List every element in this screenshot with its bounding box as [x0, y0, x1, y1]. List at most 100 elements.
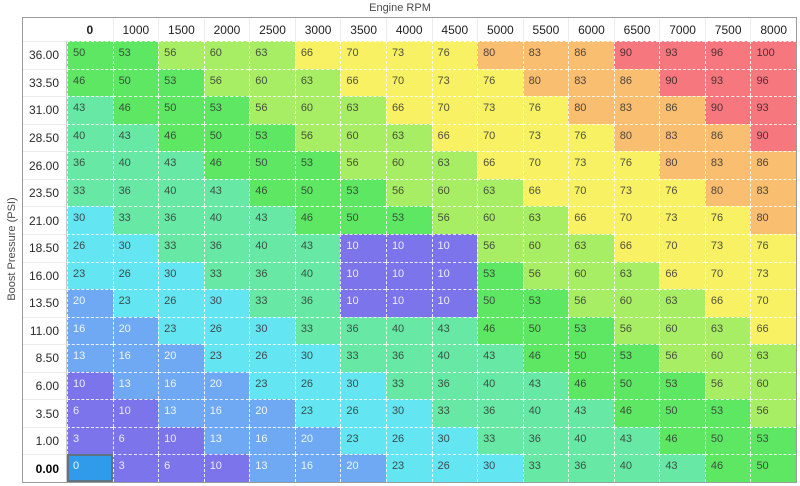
row-header-16.00[interactable]: 16.00 — [23, 261, 67, 290]
table-cell[interactable]: 63 — [249, 41, 295, 69]
table-cell[interactable]: 33 — [340, 344, 386, 372]
table-cell[interactable]: 63 — [385, 123, 432, 152]
row-header-8.50[interactable]: 8.50 — [23, 344, 67, 372]
table-cell[interactable]: 66 — [750, 316, 796, 345]
table-cell[interactable]: 60 — [522, 233, 569, 262]
table-cell[interactable]: 20 — [112, 316, 159, 345]
table-cell[interactable]: 86 — [613, 68, 660, 97]
table-cell[interactable]: 86 — [750, 151, 796, 179]
table-cell[interactable]: 53 — [294, 151, 341, 179]
table-cell[interactable]: 33 — [249, 289, 295, 317]
table-cell[interactable]: 76 — [431, 41, 478, 69]
table-cell[interactable]: 63 — [522, 206, 569, 234]
table-cell[interactable]: 53 — [568, 316, 614, 345]
table-cell[interactable]: 63 — [340, 96, 386, 124]
table-cell[interactable]: 50 — [477, 289, 523, 317]
table-cell[interactable]: 70 — [750, 289, 796, 317]
table-cell[interactable]: 20 — [158, 344, 204, 372]
table-cell[interactable]: 40 — [522, 399, 569, 427]
col-header-2000[interactable]: 2000 — [203, 18, 250, 41]
table-cell[interactable]: 16 — [67, 316, 113, 345]
table-cell[interactable]: 30 — [112, 233, 159, 262]
table-cell[interactable]: 80 — [750, 206, 796, 234]
table-cell[interactable]: 93 — [659, 41, 705, 69]
row-header-3.50[interactable]: 3.50 — [23, 399, 67, 427]
table-cell[interactable]: 40 — [67, 123, 113, 152]
col-header-7500[interactable]: 7500 — [704, 18, 751, 41]
table-cell[interactable]: 46 — [112, 96, 159, 124]
table-cell[interactable]: 90 — [750, 123, 796, 152]
table-cell[interactable]: 96 — [750, 68, 796, 97]
table-cell[interactable]: 56 — [340, 151, 386, 179]
table-cell[interactable]: 73 — [704, 233, 751, 262]
table-cell[interactable]: 13 — [249, 454, 295, 482]
table-cell[interactable]: 66 — [477, 151, 523, 179]
table-cell[interactable]: 66 — [431, 123, 478, 152]
table-cell[interactable]: 26 — [203, 316, 250, 345]
table-cell[interactable]: 66 — [568, 206, 614, 234]
col-header-7000[interactable]: 7000 — [659, 18, 705, 41]
table-cell[interactable]: 40 — [249, 233, 295, 262]
table-cell[interactable]: 36 — [67, 151, 113, 179]
table-cell[interactable]: 20 — [340, 454, 386, 482]
table-cell[interactable]: 56 — [750, 399, 796, 427]
table-cell[interactable]: 96 — [704, 41, 751, 69]
table-cell[interactable]: 73 — [385, 41, 432, 69]
table-cell[interactable]: 50 — [522, 316, 569, 345]
table-cell[interactable]: 63 — [659, 289, 705, 317]
table-cell[interactable]: 46 — [249, 178, 295, 207]
col-header-3000[interactable]: 3000 — [294, 18, 341, 41]
table-cell[interactable]: 46 — [294, 206, 341, 234]
table-cell[interactable]: 23 — [249, 371, 295, 400]
table-cell[interactable]: 56 — [203, 68, 250, 97]
table-cell[interactable]: 43 — [158, 151, 204, 179]
row-header-23.50[interactable]: 23.50 — [23, 178, 67, 207]
table-cell[interactable]: 33 — [67, 178, 113, 207]
table-cell[interactable]: 20 — [67, 289, 113, 317]
col-header-1000[interactable]: 1000 — [112, 18, 159, 41]
table-cell[interactable]: 30 — [477, 454, 523, 482]
table-cell[interactable]: 16 — [249, 426, 295, 455]
table-cell[interactable]: 66 — [294, 41, 341, 69]
table-cell[interactable]: 26 — [112, 261, 159, 290]
table-cell[interactable]: 40 — [203, 206, 250, 234]
table-cell[interactable]: 36 — [203, 233, 250, 262]
table-cell[interactable]: 73 — [750, 261, 796, 290]
table-cell[interactable]: 86 — [659, 96, 705, 124]
table-cell[interactable]: 83 — [659, 123, 705, 152]
table-cell[interactable]: 70 — [568, 178, 614, 207]
table-cell[interactable]: 23 — [158, 316, 204, 345]
col-header-6500[interactable]: 6500 — [613, 18, 660, 41]
table-cell[interactable]: 6 — [158, 454, 204, 482]
table-cell[interactable]: 33 — [522, 454, 569, 482]
table-cell[interactable]: 10 — [431, 289, 478, 317]
table-cell[interactable]: 40 — [385, 316, 432, 345]
table-cell[interactable]: 76 — [750, 233, 796, 262]
row-header-18.50[interactable]: 18.50 — [23, 233, 67, 262]
table-cell[interactable]: 73 — [613, 178, 660, 207]
table-cell[interactable]: 50 — [67, 41, 113, 69]
table-cell[interactable]: 73 — [568, 151, 614, 179]
table-cell[interactable]: 50 — [203, 123, 250, 152]
table-cell[interactable]: 40 — [568, 426, 614, 455]
table-cell[interactable]: 10 — [385, 289, 432, 317]
table-cell[interactable]: 43 — [67, 96, 113, 124]
table-cell[interactable]: 36 — [431, 371, 478, 400]
table-cell[interactable]: 70 — [659, 233, 705, 262]
table-cell[interactable]: 70 — [704, 261, 751, 290]
table-cell[interactable]: 50 — [340, 206, 386, 234]
row-header-31.00[interactable]: 31.00 — [23, 96, 67, 124]
table-cell[interactable]: 20 — [203, 371, 250, 400]
table-cell[interactable]: 60 — [568, 261, 614, 290]
table-cell[interactable]: 30 — [385, 399, 432, 427]
table-cell[interactable]: 43 — [568, 399, 614, 427]
table-cell[interactable]: 26 — [340, 399, 386, 427]
table-cell[interactable]: 60 — [477, 206, 523, 234]
table-cell[interactable]: 66 — [613, 233, 660, 262]
table-cell[interactable]: 60 — [385, 151, 432, 179]
table-cell[interactable]: 33 — [203, 261, 250, 290]
table-cell[interactable]: 53 — [659, 371, 705, 400]
table-cell[interactable]: 16 — [158, 371, 204, 400]
table-cell[interactable]: 30 — [249, 316, 295, 345]
table-cell[interactable]: 23 — [112, 289, 159, 317]
